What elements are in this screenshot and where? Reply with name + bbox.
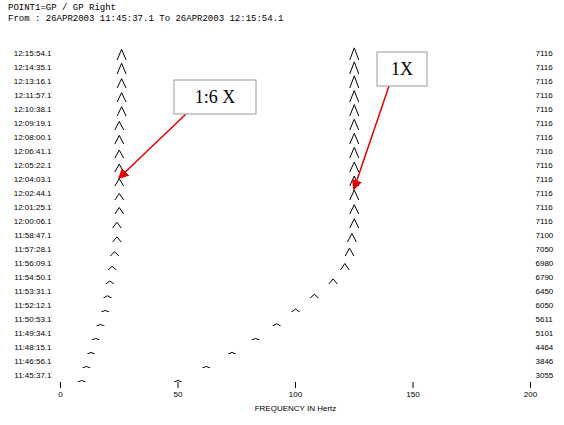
svg-text:12:08:00.1: 12:08:00.1 — [14, 133, 52, 142]
svg-text:3846: 3846 — [536, 357, 554, 366]
svg-text:11:54:50.1: 11:54:50.1 — [14, 273, 52, 282]
svg-text:11:56:09.1: 11:56:09.1 — [14, 259, 52, 268]
svg-text:200: 200 — [524, 390, 538, 399]
svg-text:6980: 6980 — [536, 259, 554, 268]
svg-text:11:49:34.1: 11:49:34.1 — [14, 329, 52, 338]
svg-text:5611: 5611 — [536, 315, 554, 324]
svg-text:11:58:47.1: 11:58:47.1 — [14, 231, 52, 240]
svg-text:7116: 7116 — [536, 161, 554, 170]
svg-text:50: 50 — [174, 390, 183, 399]
svg-text:3055: 3055 — [536, 371, 554, 380]
svg-text:7116: 7116 — [536, 77, 554, 86]
svg-text:6790: 6790 — [536, 273, 554, 282]
html-text:From : 26APR2003 11:45:37.1 To: From : 26APR2003 11:45:37.1 To 26APR2003… — [8, 14, 284, 24]
svg-text:7116: 7116 — [536, 217, 554, 226]
svg-text:0: 0 — [58, 390, 63, 399]
svg-text:7100: 7100 — [536, 231, 554, 240]
svg-text:12:04:03.1: 12:04:03.1 — [14, 175, 52, 184]
svg-text:1:6 X: 1:6 X — [195, 87, 236, 107]
svg-text:11:52:12.1: 11:52:12.1 — [14, 301, 52, 310]
svg-text:11:45:37.1: 11:45:37.1 — [14, 371, 52, 380]
svg-text:6050: 6050 — [536, 301, 554, 310]
svg-text:7050: 7050 — [536, 245, 554, 254]
svg-text:7116: 7116 — [536, 133, 554, 142]
svg-text:7116: 7116 — [536, 91, 554, 100]
svg-text:11:46:56.1: 11:46:56.1 — [14, 357, 52, 366]
svg-text:FREQUENCY IN Hertz: FREQUENCY IN Hertz — [255, 404, 337, 413]
html-text:POINT1=GP / GP Right: POINT1=GP / GP Right — [8, 3, 116, 13]
svg-text:12:09:19.1: 12:09:19.1 — [14, 119, 52, 128]
svg-text:7116: 7116 — [536, 189, 554, 198]
svg-text:1X: 1X — [391, 59, 413, 79]
svg-text:12:05:22.1: 12:05:22.1 — [14, 161, 52, 170]
svg-text:7116: 7116 — [536, 49, 554, 58]
svg-text:7116: 7116 — [536, 119, 554, 128]
svg-text:12:14:35.1: 12:14:35.1 — [14, 63, 52, 72]
svg-text:12:01:25.1: 12:01:25.1 — [14, 203, 52, 212]
svg-text:4464: 4464 — [536, 343, 554, 352]
svg-text:12:11:57.1: 12:11:57.1 — [14, 91, 52, 100]
svg-text:12:02:44.1: 12:02:44.1 — [14, 189, 52, 198]
svg-text:6450: 6450 — [536, 287, 554, 296]
svg-text:11:50:53.1: 11:50:53.1 — [14, 315, 52, 324]
svg-text:11:53:31.1: 11:53:31.1 — [14, 287, 52, 296]
svg-text:12:13:16.1: 12:13:16.1 — [14, 77, 52, 86]
svg-text:7116: 7116 — [536, 147, 554, 156]
svg-text:12:06:41.1: 12:06:41.1 — [14, 147, 52, 156]
svg-text:12:00:06.1: 12:00:06.1 — [14, 217, 52, 226]
svg-text:7116: 7116 — [536, 175, 554, 184]
svg-text:12:15:54.1: 12:15:54.1 — [14, 49, 52, 58]
svg-text:7116: 7116 — [536, 63, 554, 72]
svg-text:7116: 7116 — [536, 203, 554, 212]
svg-text:100: 100 — [289, 390, 303, 399]
svg-text:12:10:38.1: 12:10:38.1 — [14, 105, 52, 114]
svg-text:5101: 5101 — [536, 329, 554, 338]
svg-text:11:57:28.1: 11:57:28.1 — [14, 245, 52, 254]
svg-text:7116: 7116 — [536, 105, 554, 114]
svg-text:11:48:15.1: 11:48:15.1 — [14, 343, 52, 352]
svg-text:150: 150 — [406, 390, 420, 399]
